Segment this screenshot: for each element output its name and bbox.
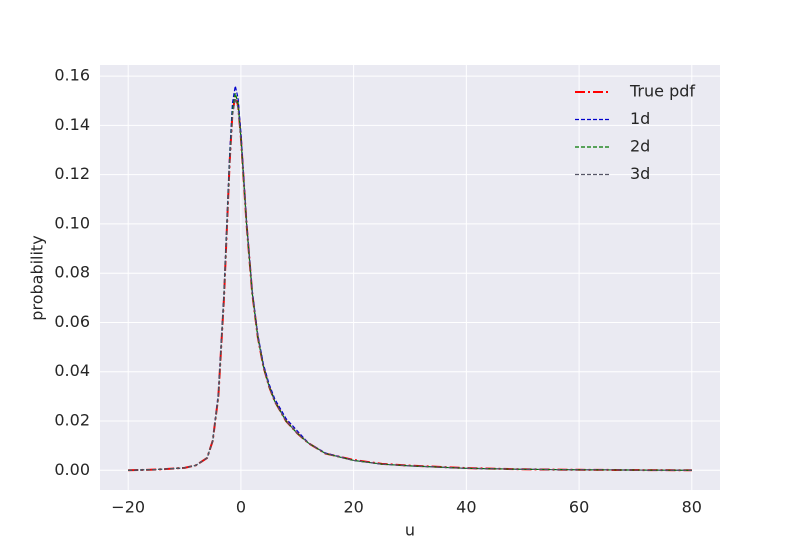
y-tick-label: 0.12: [54, 164, 90, 183]
x-tick-label: 40: [456, 498, 476, 517]
y-tick-label: 0.02: [54, 411, 90, 430]
legend-label: 1d: [630, 109, 650, 128]
y-axis-label: probability: [28, 235, 47, 320]
y-tick-label: 0.08: [54, 263, 90, 282]
legend-label: 2d: [630, 137, 650, 156]
y-tick-label: 0.16: [54, 66, 90, 85]
y-tick-label: 0.14: [54, 115, 90, 134]
y-tick-label: 0.00: [54, 460, 90, 479]
series-line: [128, 98, 692, 471]
y-tick-label: 0.10: [54, 213, 90, 232]
y-tick-label: 0.06: [54, 312, 90, 331]
y-tick-label: 0.04: [54, 361, 90, 380]
x-tick-label: 20: [343, 498, 363, 517]
x-tick-label: 0: [236, 498, 246, 517]
x-axis-label: u: [405, 521, 415, 540]
legend-label: True pdf: [629, 82, 695, 101]
x-tick-label: −20: [111, 498, 145, 517]
plot-area: [100, 65, 720, 490]
x-tick-label: 80: [682, 498, 702, 517]
x-tick-label: 60: [569, 498, 589, 517]
legend-label: 3d: [630, 164, 650, 183]
